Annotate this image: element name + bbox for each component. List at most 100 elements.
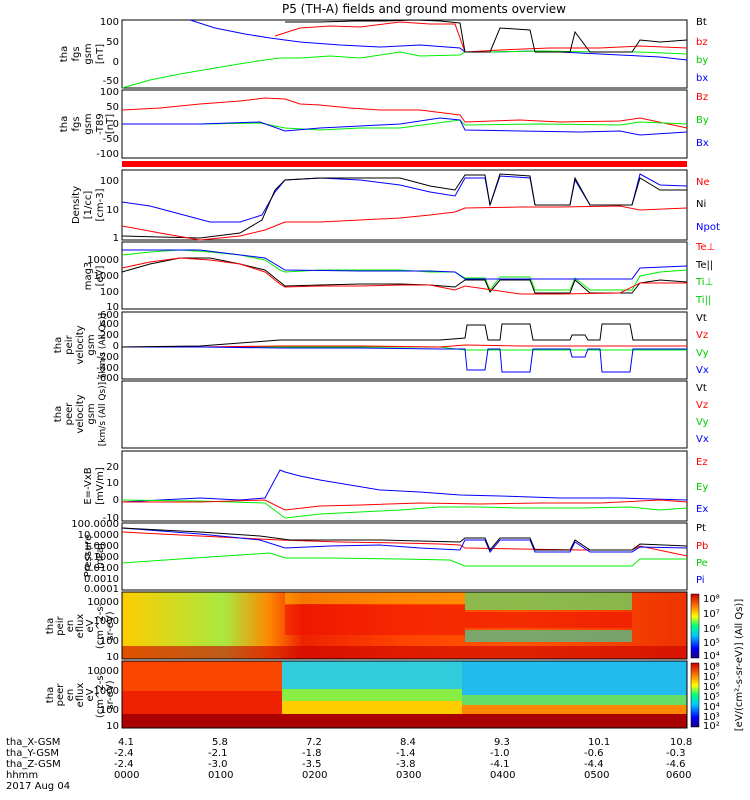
ylabel-line: tha bbox=[59, 116, 70, 132]
panel-frame bbox=[121, 169, 688, 241]
legend-Ne: Ne bbox=[696, 177, 710, 188]
colorbar-tick: 10⁴ bbox=[703, 702, 720, 713]
ytick-label: 0 bbox=[113, 495, 119, 506]
ylabel-line: [km/s (All Qs)] bbox=[98, 382, 108, 446]
colorbar-tick: 10⁷ bbox=[703, 609, 720, 620]
quality-flag-bar bbox=[122, 161, 687, 167]
figure-title: P5 (TH-A) fields and ground moments over… bbox=[282, 2, 566, 16]
ytick-label: 10000 bbox=[87, 666, 119, 677]
ylabel-line: gsm bbox=[86, 334, 97, 355]
ylabel-line: peer bbox=[64, 402, 75, 426]
x-tick: -3.0 bbox=[208, 759, 228, 770]
ylabel-line: peir bbox=[55, 615, 66, 635]
spectrogram-band-mid bbox=[285, 605, 465, 635]
legend-Vt: Vt bbox=[696, 383, 707, 394]
ylabel-line: [km/s (All Qs)] bbox=[98, 313, 108, 377]
x-tick: 0100 bbox=[208, 770, 233, 781]
legend-Te-par: Te|| bbox=[695, 260, 713, 271]
panel-density: Density [1/cc] [cm-3] 100 10 1 Ne Ni Npo… bbox=[71, 169, 720, 244]
series-bz bbox=[274, 21, 688, 53]
date-label: 2017 Aug 04 bbox=[6, 781, 70, 792]
ylabel-line: fgs bbox=[71, 46, 82, 61]
panel-electron-spectrogram: tha peer en eflux eV (cm^2-s- sr-eV) 100… bbox=[45, 660, 688, 732]
ytick-label: 0.0001 bbox=[84, 584, 119, 595]
ylabel-line: tha bbox=[45, 687, 56, 703]
panel-temperature: mag3 [eV] 10000 1000 100 10 Te⊥ Te|| Ti⊥… bbox=[83, 241, 715, 313]
x-tick: -1.0 bbox=[490, 748, 510, 759]
legend-Ey: Ey bbox=[696, 482, 708, 493]
ylabel-line: [nPa] bbox=[95, 543, 106, 569]
panel-frame bbox=[121, 241, 688, 310]
colorbar-tick: 10⁶ bbox=[703, 624, 720, 635]
legend-Ti-par: Ti|| bbox=[695, 295, 711, 306]
series-Ey bbox=[121, 499, 688, 519]
ylabel-line: [eV] bbox=[95, 266, 106, 287]
series-Te-red bbox=[121, 257, 687, 295]
ytick-label: -600 bbox=[96, 373, 119, 384]
ylabel-line: velocity bbox=[75, 325, 86, 364]
spectrogram-band-cyan bbox=[282, 661, 462, 689]
spectrogram-band-low bbox=[122, 646, 687, 659]
series-Vx bbox=[122, 346, 687, 373]
series-Bz bbox=[121, 97, 688, 129]
panel-pressure: Pressure [nPa] 100.0000 10.0000 1.0000 0… bbox=[71, 519, 708, 595]
x-tick: 10.1 bbox=[588, 737, 610, 748]
panel-frame bbox=[121, 450, 688, 522]
ylabel-line: tha bbox=[53, 337, 64, 353]
ylabel-line: peir bbox=[64, 334, 75, 354]
x-tick: 9.3 bbox=[494, 737, 510, 748]
x-tick: 0500 bbox=[584, 770, 609, 781]
x-tick: -0.6 bbox=[584, 748, 604, 759]
series-Te-black bbox=[121, 257, 688, 294]
ylabel-line: E=-VxB bbox=[83, 467, 94, 504]
spectrogram-band-orange-2 bbox=[462, 705, 687, 714]
ytick-label: 100 bbox=[100, 87, 119, 98]
x-tick: -2.4 bbox=[114, 748, 134, 759]
xaxis-row-label: tha_X-GSM bbox=[6, 737, 60, 748]
colorbar-tick: 10⁴ bbox=[703, 651, 720, 662]
panel-peir-velocity: tha peir velocity gsm [km/s (All Qs)] 60… bbox=[53, 310, 709, 384]
legend-Te-perp: Te⊥ bbox=[695, 242, 715, 253]
legend-Bz: Bz bbox=[696, 92, 708, 103]
ylabel-line: peer bbox=[55, 683, 66, 707]
ytick-label: 200 bbox=[100, 330, 119, 341]
panel-frame bbox=[121, 591, 688, 660]
ytick-label: 0 bbox=[113, 119, 119, 130]
ytick-label: 10000 bbox=[87, 597, 119, 608]
spectrogram-band-green bbox=[282, 689, 462, 701]
ylabel-line: sr-eV) bbox=[105, 611, 116, 640]
ylabel-line: gsm bbox=[86, 403, 97, 424]
series-Bx bbox=[122, 117, 688, 136]
ylabel-line: (cm^2-s- bbox=[95, 671, 106, 718]
colorbar-tick: 10⁸ bbox=[703, 662, 720, 673]
colorbar-tick: 10³ bbox=[703, 712, 720, 723]
ylabel-line: gsm bbox=[83, 43, 94, 64]
ylabel-line: eV bbox=[85, 688, 96, 701]
panel-ion-spectrogram: tha peir en eflux eV (cm^2-s- sr-eV) 100… bbox=[45, 591, 688, 663]
ylabel-line: -T89 bbox=[95, 113, 106, 135]
ytick-label: 10 bbox=[106, 302, 119, 313]
series-Pe bbox=[121, 552, 687, 567]
ytick-label: 400 bbox=[100, 319, 119, 330]
ytick-label: 1 bbox=[113, 233, 119, 244]
electron-colorbar bbox=[690, 662, 700, 728]
spectrogram-band-low bbox=[122, 714, 687, 728]
panel-fgs-gsm-rel: tha fgs gsm [nT] 100 50 0 -50 Bt bz by b… bbox=[59, 17, 708, 89]
colorbar-tick: 10⁶ bbox=[703, 682, 720, 693]
panel-frame bbox=[121, 660, 688, 729]
x-tick: -2.1 bbox=[208, 748, 228, 759]
ytick-label: 1000 bbox=[94, 686, 119, 697]
ylabel-line: Pressure bbox=[83, 535, 94, 578]
legend-bz: bz bbox=[696, 37, 708, 48]
ytick-label: -50 bbox=[103, 76, 119, 87]
spectrogram-band-yellow bbox=[282, 701, 462, 714]
x-tick: 0200 bbox=[302, 770, 327, 781]
ytick-label: 0 bbox=[113, 57, 119, 68]
ytick-label: 100 bbox=[100, 705, 119, 716]
legend-Npot: Npot bbox=[696, 222, 720, 233]
legend-Pt: Pt bbox=[696, 523, 706, 534]
x-tick: -3.5 bbox=[302, 759, 322, 770]
legend-Vt: Vt bbox=[696, 313, 707, 324]
ylabel-line: velocity bbox=[75, 394, 86, 433]
